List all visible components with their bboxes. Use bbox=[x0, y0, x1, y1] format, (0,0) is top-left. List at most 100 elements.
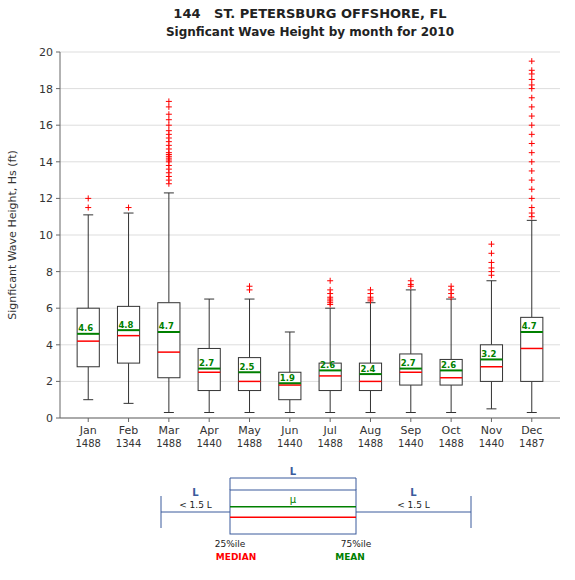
mean-label: 3.2 bbox=[481, 349, 496, 359]
flier bbox=[529, 82, 535, 88]
x-axis bbox=[60, 418, 560, 419]
y-tick-label: 14 bbox=[39, 156, 53, 169]
x-tick bbox=[249, 418, 250, 422]
whisker-cap bbox=[527, 412, 537, 413]
x-tick-count: 1440 bbox=[398, 438, 423, 449]
flier bbox=[529, 205, 535, 211]
x-tick-count: 1488 bbox=[75, 438, 100, 449]
x-tick-label: Jun bbox=[280, 424, 298, 437]
lower-whisker bbox=[88, 367, 89, 400]
y-tick-label: 0 bbox=[46, 412, 53, 425]
flier bbox=[529, 186, 535, 192]
whisker-cap bbox=[325, 308, 335, 309]
flier bbox=[85, 205, 91, 211]
y-tick bbox=[56, 271, 60, 272]
y-tick bbox=[56, 381, 60, 382]
lower-whisker bbox=[491, 381, 492, 408]
grid-line bbox=[60, 52, 560, 53]
flier bbox=[529, 195, 535, 201]
flier bbox=[85, 195, 91, 201]
chart: 144 ST. PETERSBURG OFFSHORE, FL Signfican… bbox=[0, 0, 575, 580]
box bbox=[400, 354, 422, 385]
title: 144 ST. PETERSBURG OFFSHORE, FL bbox=[173, 6, 446, 21]
data-labels: 4.64.84.72.72.51.92.62.42.72.63.24.7 bbox=[78, 320, 537, 383]
box bbox=[279, 372, 301, 399]
upper-whisker bbox=[491, 281, 492, 345]
flier bbox=[488, 241, 494, 247]
flier bbox=[529, 113, 535, 119]
x-tick-label: Feb bbox=[119, 424, 138, 437]
lower-whisker bbox=[451, 385, 452, 412]
whisker-cap bbox=[124, 213, 134, 214]
median-line bbox=[198, 372, 220, 374]
x-tick-label: Dec bbox=[521, 424, 542, 437]
mean-label: 4.7 bbox=[159, 321, 174, 331]
lower-whisker bbox=[168, 378, 169, 413]
median-line bbox=[158, 351, 180, 353]
y-tick bbox=[56, 198, 60, 199]
grid-line bbox=[60, 418, 560, 419]
whisker-cap bbox=[83, 399, 93, 400]
x-tick bbox=[128, 418, 129, 422]
median-line bbox=[400, 372, 422, 374]
mean-label: 2.7 bbox=[401, 358, 416, 368]
lower-whisker bbox=[531, 381, 532, 412]
y-tick bbox=[56, 344, 60, 345]
upper-whisker bbox=[370, 303, 371, 363]
x-tick-label: Apr bbox=[200, 424, 220, 437]
legend-q3-label: 75%ile bbox=[341, 539, 372, 549]
grid-line bbox=[60, 88, 560, 89]
legend-median-label: MEDIAN bbox=[216, 552, 256, 562]
legend-iqr-label: L bbox=[290, 466, 297, 477]
flier bbox=[166, 111, 172, 117]
flier bbox=[529, 141, 535, 147]
y-tick-label: 16 bbox=[39, 119, 53, 132]
y-tick-label: 20 bbox=[39, 46, 53, 59]
whisker-cap bbox=[406, 412, 416, 413]
flier bbox=[367, 287, 373, 293]
grid-line bbox=[60, 125, 560, 126]
x-tick-count: 1344 bbox=[116, 438, 141, 449]
x-tick bbox=[330, 418, 331, 422]
y-tick bbox=[56, 125, 60, 126]
whisker-cap bbox=[486, 408, 496, 409]
x-tick-label: Sep bbox=[400, 424, 421, 437]
x-tick bbox=[168, 418, 169, 422]
x-tick-label: Mar bbox=[158, 424, 179, 437]
flier bbox=[529, 95, 535, 101]
y-tick-label: 4 bbox=[46, 339, 53, 352]
median-line bbox=[279, 384, 301, 386]
median-line bbox=[480, 366, 502, 368]
flier bbox=[529, 168, 535, 174]
mean-label: 4.6 bbox=[78, 323, 93, 333]
x-tick-label: May bbox=[238, 424, 261, 437]
legend-whisker-label: < 1.5 L bbox=[397, 500, 430, 510]
lower-whisker bbox=[330, 391, 331, 413]
x-tick-label: Jul bbox=[323, 424, 337, 437]
mean-label: 2.7 bbox=[199, 358, 214, 368]
median-line bbox=[319, 375, 341, 377]
y-tick bbox=[56, 308, 60, 309]
marks bbox=[77, 58, 543, 412]
legend-whisker-unit: L bbox=[192, 487, 199, 498]
median-line bbox=[117, 335, 139, 337]
y-axis-label: Signficant Wave Height, Hs (ft) bbox=[6, 150, 19, 320]
flier bbox=[166, 98, 172, 104]
lower-whisker bbox=[289, 400, 290, 413]
flier bbox=[166, 104, 172, 110]
x-tick-count: 1488 bbox=[358, 438, 383, 449]
flier bbox=[408, 278, 414, 284]
legend-median-line bbox=[230, 517, 356, 519]
whisker-cap bbox=[486, 280, 496, 281]
flier bbox=[327, 287, 333, 293]
lower-whisker bbox=[249, 391, 250, 413]
x-tick-count: 1487 bbox=[519, 438, 544, 449]
flier bbox=[529, 150, 535, 156]
box bbox=[77, 308, 99, 367]
flier bbox=[529, 104, 535, 110]
y-tick bbox=[56, 235, 60, 236]
mean-label: 1.9 bbox=[280, 373, 295, 383]
upper-whisker bbox=[410, 290, 411, 354]
flier bbox=[529, 177, 535, 183]
x-tick bbox=[289, 418, 290, 422]
